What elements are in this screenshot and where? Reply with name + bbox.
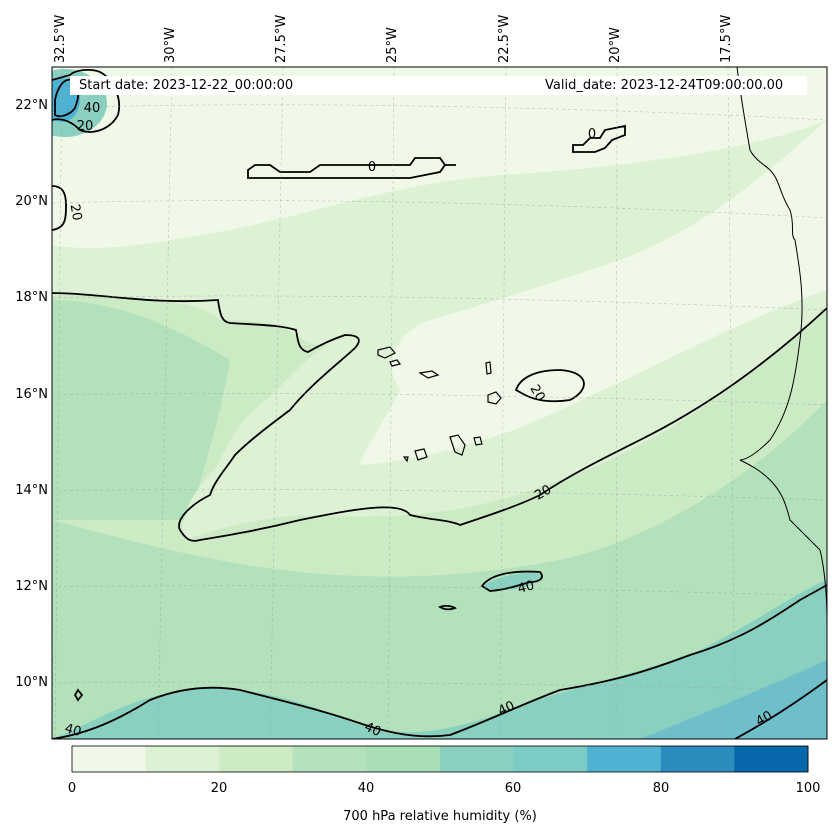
colorbar-label: 700 hPa relative humidity (%)	[343, 809, 537, 824]
longitude-label: 20°W	[608, 27, 623, 63]
contour-label: 0	[588, 127, 596, 142]
contour-label: 20	[526, 382, 547, 404]
colorbar-frame	[71, 745, 809, 773]
valid-date-label: Valid_date: 2023-12-24T09:00:00.00	[545, 78, 784, 93]
colorbar-segment	[219, 746, 294, 772]
latitude-label: 20°N	[15, 194, 48, 209]
contour-label-group: 0 0 20 40 20 20 20 40 40 40 40 40	[63, 101, 775, 740]
contour-label: 40	[362, 720, 383, 741]
longitude-label: 25°W	[385, 27, 400, 63]
colorbar-segment	[292, 746, 367, 772]
colorbar-segment	[513, 746, 588, 772]
colorbar-tick-label: 100	[795, 781, 821, 796]
longitude-label: 17.5°W	[719, 14, 734, 63]
latitude-label: 10°N	[15, 675, 48, 690]
gridlines	[52, 67, 827, 739]
colorbar-segment	[366, 746, 441, 772]
longitude-label: 32.5°W	[53, 14, 68, 63]
colorbar-tick-label: 0	[67, 781, 77, 796]
colorbar-tick-label: 80	[652, 781, 670, 796]
contour-label: 40	[496, 699, 517, 720]
colorbar-segment	[440, 746, 515, 772]
latitude-label: 16°N	[15, 387, 48, 402]
colorbar-segment	[660, 746, 735, 772]
cape-verde-islands	[377, 346, 502, 463]
contour-label: 40	[63, 721, 83, 740]
contour-label: 20	[532, 482, 554, 503]
colorbar-tick-label: 40	[357, 781, 375, 796]
latitude-label: 14°N	[15, 483, 48, 498]
start-date-label: Start date: 2023-12-22_00:00:00	[79, 78, 294, 93]
latitude-label: 18°N	[15, 290, 48, 305]
longitude-label: 30°W	[163, 27, 178, 63]
contour-label: 20	[67, 203, 85, 222]
latitude-label: 22°N	[15, 98, 48, 113]
contour-label: 40	[516, 578, 536, 597]
colorbar-tick-label: 60	[504, 781, 522, 796]
humidity-field	[52, 67, 827, 739]
colorbar-segment	[72, 746, 147, 772]
latitude-label: 12°N	[15, 579, 48, 594]
coastline	[736, 67, 827, 621]
colorbar-tick-label: 20	[210, 781, 228, 796]
contour-label: 0	[368, 160, 376, 175]
colorbar-segment	[587, 746, 662, 772]
map-frame	[51, 66, 828, 740]
longitude-label: 27.5°W	[274, 14, 289, 63]
contour-label: 40	[753, 708, 775, 729]
colorbar	[72, 746, 809, 772]
colorbar-segment	[734, 746, 809, 772]
date-banner	[70, 76, 807, 95]
longitude-label: 22.5°W	[497, 14, 512, 63]
contour-label: 20	[77, 119, 94, 134]
contour-label: 40	[84, 101, 101, 116]
colorbar-segment	[145, 746, 220, 772]
